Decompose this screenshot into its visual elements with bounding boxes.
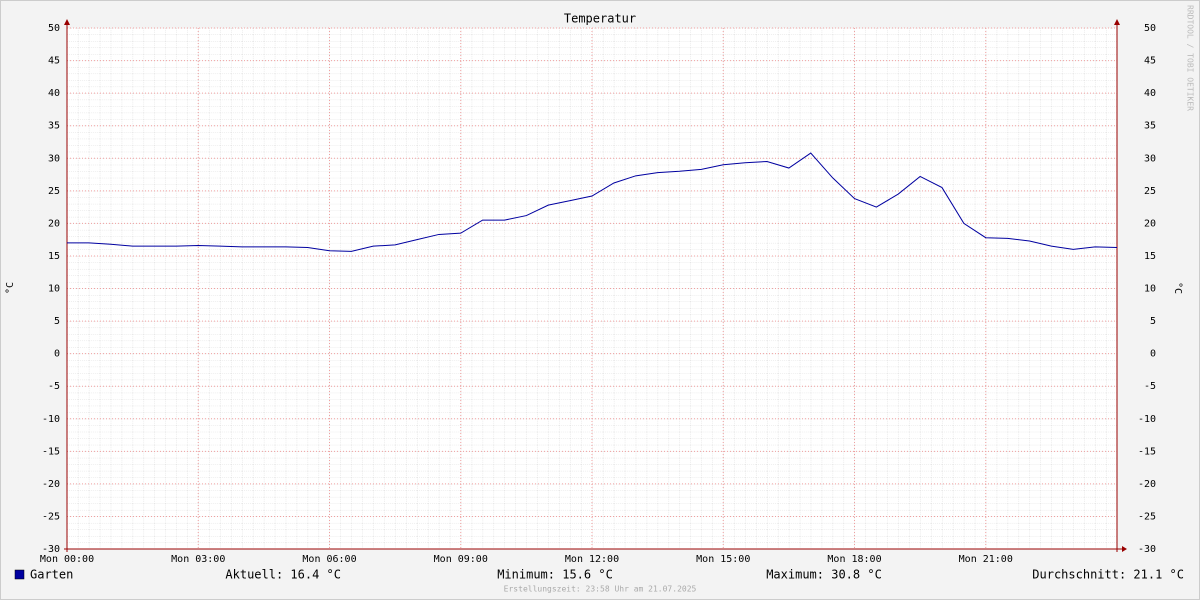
y-axis-label: °C (5, 282, 16, 294)
y2-tick-label: 20 (1144, 218, 1156, 229)
y2-tick-label: 45 (1144, 56, 1156, 67)
y-tick-label: 25 (48, 186, 60, 197)
y2-tick-label: -30 (1138, 544, 1156, 555)
y2-tick-label: 25 (1144, 186, 1156, 197)
stat: Aktuell: 16.4 °C (225, 568, 341, 582)
x-tick-label: Mon 21:00 (959, 554, 1013, 565)
y-tick-label: -25 (42, 511, 60, 522)
y2-tick-label: 5 (1150, 316, 1156, 327)
y2-tick-label: 30 (1144, 153, 1156, 164)
y2-tick-label: -5 (1144, 381, 1156, 392)
y-tick-label: -15 (42, 446, 60, 457)
y-tick-label: -20 (42, 479, 60, 490)
y2-tick-label: 35 (1144, 121, 1156, 132)
y2-tick-label: -15 (1138, 446, 1156, 457)
x-tick-label: Mon 03:00 (171, 554, 225, 565)
chart-title: Temperatur (564, 12, 636, 26)
line (67, 152, 1118, 252)
y-tick-label: -10 (42, 414, 60, 425)
legend-swatch (14, 569, 25, 580)
stat: Durchschnitt: 21.1 °C (1032, 568, 1184, 582)
y2-tick-label: 0 (1150, 349, 1156, 360)
axis-arrow (1114, 19, 1120, 25)
y2-tick-label: 15 (1144, 251, 1156, 262)
watermark: RRDTOOL / TOBI OETIKER (1186, 5, 1195, 111)
y-tick-label: 30 (48, 153, 60, 164)
x-tick-label: Mon 18:00 (827, 554, 881, 565)
y2-tick-label: -20 (1138, 479, 1156, 490)
axis-arrow (1122, 546, 1127, 552)
y-tick-label: 50 (48, 23, 60, 34)
y-tick-label: 0 (54, 349, 60, 360)
y-tick-label: 35 (48, 121, 60, 132)
axis-arrow (64, 19, 70, 25)
y2-tick-label: 40 (1144, 88, 1156, 99)
y2-tick-label: 10 (1144, 284, 1156, 295)
stat: Maximum: 30.8 °C (766, 568, 882, 582)
y-tick-label: -5 (48, 381, 60, 392)
y2-tick-label: -25 (1138, 511, 1156, 522)
x-tick-label: Mon 12:00 (565, 554, 619, 565)
y2-tick-label: -10 (1138, 414, 1156, 425)
y-tick-label: 20 (48, 218, 60, 229)
y-tick-label: 5 (54, 316, 60, 327)
y-tick-label: -30 (42, 544, 60, 555)
x-tick-label: Mon 15:00 (696, 554, 750, 565)
legend-label: Garten (30, 568, 73, 582)
y2-tick-label: 50 (1144, 23, 1156, 34)
y-tick-label: 40 (48, 88, 60, 99)
stat: Minimum: 15.6 °C (497, 568, 613, 582)
y-tick-label: 15 (48, 251, 60, 262)
x-tick-label: Mon 00:00 (40, 554, 94, 565)
x-tick-label: Mon 09:00 (434, 554, 488, 565)
x-tick-label: Mon 06:00 (302, 554, 356, 565)
footer: Erstellungszeit: 23:58 Uhr am 21.07.2025 (504, 585, 697, 594)
y-tick-label: 45 (48, 56, 60, 67)
y2-axis-label: °C (1172, 282, 1183, 294)
y-tick-label: 10 (48, 284, 60, 295)
